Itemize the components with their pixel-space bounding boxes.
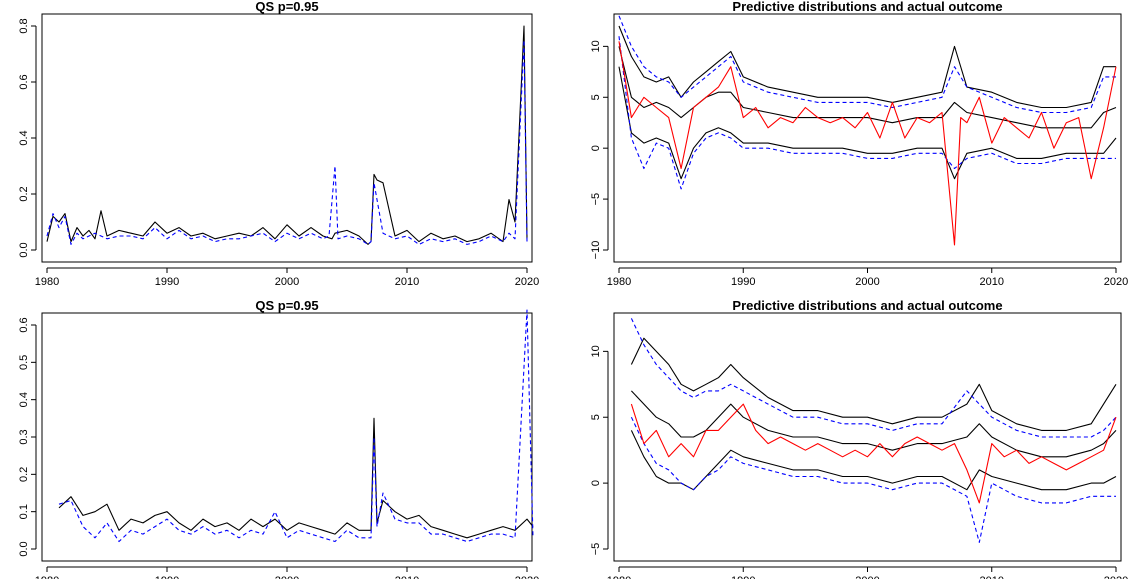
y-tick-label: 0.1 [18, 504, 30, 519]
series-line-1 [58, 417, 534, 539]
series-line-6 [630, 403, 1117, 504]
series-line-5 [618, 36, 1116, 190]
x-tick-label: 1990 [731, 276, 755, 288]
x-tick-label: 1990 [155, 575, 179, 579]
series-line-2 [631, 390, 1117, 458]
y-tick-label: 0.2 [18, 186, 30, 201]
y-tick-label: 5 [590, 94, 602, 100]
y-tick-label: 0.2 [18, 467, 30, 482]
x-tick-label: 2010 [395, 575, 419, 579]
plot-frame [613, 312, 1122, 562]
x-tick-label: 2000 [275, 276, 299, 288]
x-tick-label: 1990 [155, 276, 179, 288]
x-tick-label: 2010 [980, 276, 1004, 288]
x-tick-label: 1980 [35, 575, 59, 579]
x-tick-label: 2020 [1104, 276, 1128, 288]
series-line-2 [618, 46, 1117, 129]
y-tick-label: 10 [590, 345, 602, 357]
y-tick-label: 0.3 [18, 429, 30, 444]
series-line-1 [630, 337, 1117, 431]
y-tick-label: −10 [590, 241, 602, 260]
chart-panel-4: Predictive distributions and actual outc… [590, 298, 1128, 579]
chart-title: Predictive distributions and actual outc… [732, 0, 1002, 14]
x-tick-label: 2000 [855, 276, 879, 288]
series-line-2 [58, 309, 534, 543]
series-line-3 [618, 66, 1117, 180]
y-tick-label: 10 [590, 40, 602, 52]
x-tick-label: 2020 [515, 575, 539, 579]
y-tick-label: 0.8 [18, 18, 30, 33]
y-tick-label: −5 [590, 193, 602, 206]
chart-panel-2: Predictive distributions and actual outc… [590, 0, 1128, 288]
plot-frame [41, 312, 533, 562]
series-line-6 [618, 41, 1117, 246]
y-tick-label: 0.6 [18, 74, 30, 89]
x-tick-label: 2000 [275, 575, 299, 579]
y-tick-label: 0.0 [18, 242, 30, 257]
x-tick-label: 2010 [395, 276, 419, 288]
y-tick-label: 5 [590, 414, 602, 420]
series-line-1 [618, 25, 1116, 109]
y-tick-label: 0 [590, 480, 602, 486]
x-tick-label: 2010 [980, 575, 1004, 579]
plot-frame [41, 13, 533, 263]
series-line-3 [630, 430, 1117, 491]
series-line-2 [46, 39, 528, 245]
chart-panel-3: QS p=0.95 1980 1990 2000 2010 2020 0.0 0.1 0.2 0.… [18, 298, 539, 579]
y-tick-label: 0.4 [18, 392, 30, 407]
y-tick-label: 0.0 [18, 541, 30, 556]
y-tick-label: 0.5 [18, 355, 30, 370]
chart-panel-1: QS p=0.95 1980 1990 2000 2010 2020 0.0 0.2 0.4 0.… [18, 0, 539, 288]
y-tick-label: 0 [590, 145, 602, 151]
chart-title: QS p=0.95 [255, 298, 318, 313]
chart-title: QS p=0.95 [255, 0, 318, 14]
series-line-5 [630, 416, 1116, 543]
x-tick-label: 1980 [35, 276, 59, 288]
x-tick-label: 2020 [1104, 575, 1128, 579]
series-line-1 [46, 25, 528, 245]
x-tick-label: 2020 [515, 276, 539, 288]
y-tick-label: −5 [590, 543, 602, 556]
x-tick-label: 2000 [855, 575, 879, 579]
chart-title: Predictive distributions and actual outc… [732, 298, 1002, 313]
series-line-4 [618, 15, 1116, 114]
x-tick-label: 1980 [607, 575, 631, 579]
x-tick-label: 1990 [731, 575, 755, 579]
y-tick-label: 0.6 [18, 317, 30, 332]
plot-frame [613, 13, 1122, 263]
x-tick-label: 1980 [607, 276, 631, 288]
y-tick-label: 0.4 [18, 130, 30, 145]
series-line-4 [630, 318, 1117, 438]
